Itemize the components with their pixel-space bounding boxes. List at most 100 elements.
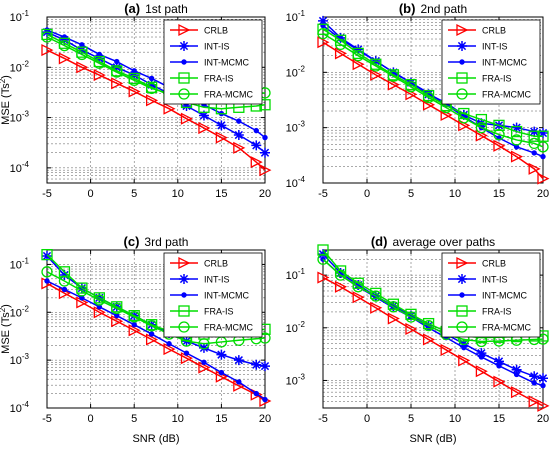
panel-title-text: 1st path xyxy=(145,2,188,16)
data-point xyxy=(198,121,211,135)
legend-marker xyxy=(456,23,469,37)
data-point xyxy=(510,386,524,399)
data-point xyxy=(128,74,140,86)
data-point xyxy=(370,290,382,302)
data-point xyxy=(262,396,268,403)
x-tick-label: 0 xyxy=(88,413,94,425)
legend-label: INT-MCMC xyxy=(204,291,249,301)
data-point xyxy=(253,127,259,134)
y-tick-exp: -3 xyxy=(298,372,306,381)
data-point xyxy=(318,15,328,26)
x-tick-label: 10 xyxy=(449,188,461,200)
data-point xyxy=(76,48,88,61)
data-point xyxy=(352,291,365,304)
data-point xyxy=(531,380,537,386)
series-line xyxy=(46,31,266,154)
data-point xyxy=(537,333,549,345)
data-point xyxy=(370,68,383,81)
legend-label: FRA-IS xyxy=(204,74,234,84)
data-point xyxy=(352,50,364,62)
data-point xyxy=(58,275,71,287)
data-point xyxy=(317,36,330,49)
y-tick-base: 10 xyxy=(10,307,22,319)
series-line xyxy=(46,29,266,139)
y-tick-label: 10-4 xyxy=(10,400,30,415)
x-tick-label: -5 xyxy=(318,188,328,200)
legend-marker xyxy=(459,292,465,298)
y-tick-label: 10-3 xyxy=(286,372,306,387)
data-point xyxy=(422,319,435,332)
data-point xyxy=(111,302,123,315)
y-axis-label-text: MSE (Ts xyxy=(0,312,12,354)
legend-label: CRLB xyxy=(204,259,228,269)
data-point xyxy=(475,365,488,378)
data-point xyxy=(76,61,89,74)
data-point xyxy=(511,122,522,133)
y-tick-label: 10-3 xyxy=(286,120,306,135)
axes-frame xyxy=(46,249,266,409)
y-tick-exp: -1 xyxy=(22,256,30,265)
x-tick-label: 20 xyxy=(259,188,271,200)
data-point xyxy=(233,355,244,366)
y-axis-label: MSE (Ts2) xyxy=(0,304,12,354)
y-tick-exp: -3 xyxy=(298,120,306,129)
data-point xyxy=(148,331,155,337)
data-point xyxy=(58,52,71,65)
data-point xyxy=(387,301,400,313)
panel-title: (d) average over paths xyxy=(371,234,495,249)
data-point xyxy=(510,125,523,138)
y-tick-exp: -3 xyxy=(22,110,30,119)
legend-label: FRA-MCMC xyxy=(204,323,253,333)
y-tick-base: 10 xyxy=(286,375,298,387)
data-point xyxy=(58,266,71,278)
data-point xyxy=(163,102,176,115)
data-point xyxy=(44,278,50,284)
data-point xyxy=(494,356,504,367)
y-tick-label: 10-1 xyxy=(10,256,30,271)
panel-title-letter: (a) xyxy=(124,1,140,16)
data-point xyxy=(540,382,546,389)
y-tick-label: 10-1 xyxy=(286,267,306,282)
data-point xyxy=(131,68,137,74)
data-point xyxy=(370,301,383,314)
series-line xyxy=(322,41,544,180)
data-point xyxy=(475,113,488,126)
legend-label: CRLB xyxy=(482,259,506,269)
y-tick-exp: -1 xyxy=(22,9,30,18)
panel-title: (c) 3rd path xyxy=(124,234,189,249)
data-point xyxy=(198,361,211,374)
axes-frame xyxy=(322,16,544,184)
data-point xyxy=(493,375,506,388)
legend: CRLB INT-IS INT-MCMC FRA-IS FRA-MCMC xyxy=(163,19,263,105)
data-point xyxy=(458,338,469,349)
x-tick-label: 20 xyxy=(537,188,549,200)
data-point xyxy=(422,91,435,104)
data-point xyxy=(145,94,159,107)
x-tick-label: 0 xyxy=(364,188,370,200)
series-line xyxy=(46,280,266,401)
series-line xyxy=(322,258,544,343)
data-point xyxy=(259,332,271,344)
data-point xyxy=(216,120,227,131)
data-point xyxy=(475,122,488,134)
data-point xyxy=(440,343,453,356)
panel-title-text: 2nd path xyxy=(420,2,467,16)
data-point xyxy=(317,253,329,265)
data-point xyxy=(215,131,228,144)
y-tick-label: 10-4 xyxy=(10,160,30,175)
data-point xyxy=(461,344,467,351)
data-point xyxy=(183,350,190,356)
legend-label: CRLB xyxy=(204,26,228,36)
data-point xyxy=(493,119,505,132)
y-tick-base: 10 xyxy=(286,270,298,282)
data-point xyxy=(538,128,548,139)
x-tick-label: 20 xyxy=(259,413,271,425)
x-tick-label: 5 xyxy=(408,413,414,425)
legend: CRLB INT-IS INT-MCMC FRA-IS FRA-MCMC xyxy=(163,252,263,338)
panel-title-letter: (d) xyxy=(371,234,388,249)
data-point xyxy=(513,371,520,378)
legend: CRLB INT-IS INT-MCMC FRA-IS FRA-MCMC xyxy=(441,252,541,338)
y-tick-base: 10 xyxy=(286,67,298,79)
legend-marker xyxy=(456,88,468,100)
x-tick-label: 15 xyxy=(493,188,505,200)
